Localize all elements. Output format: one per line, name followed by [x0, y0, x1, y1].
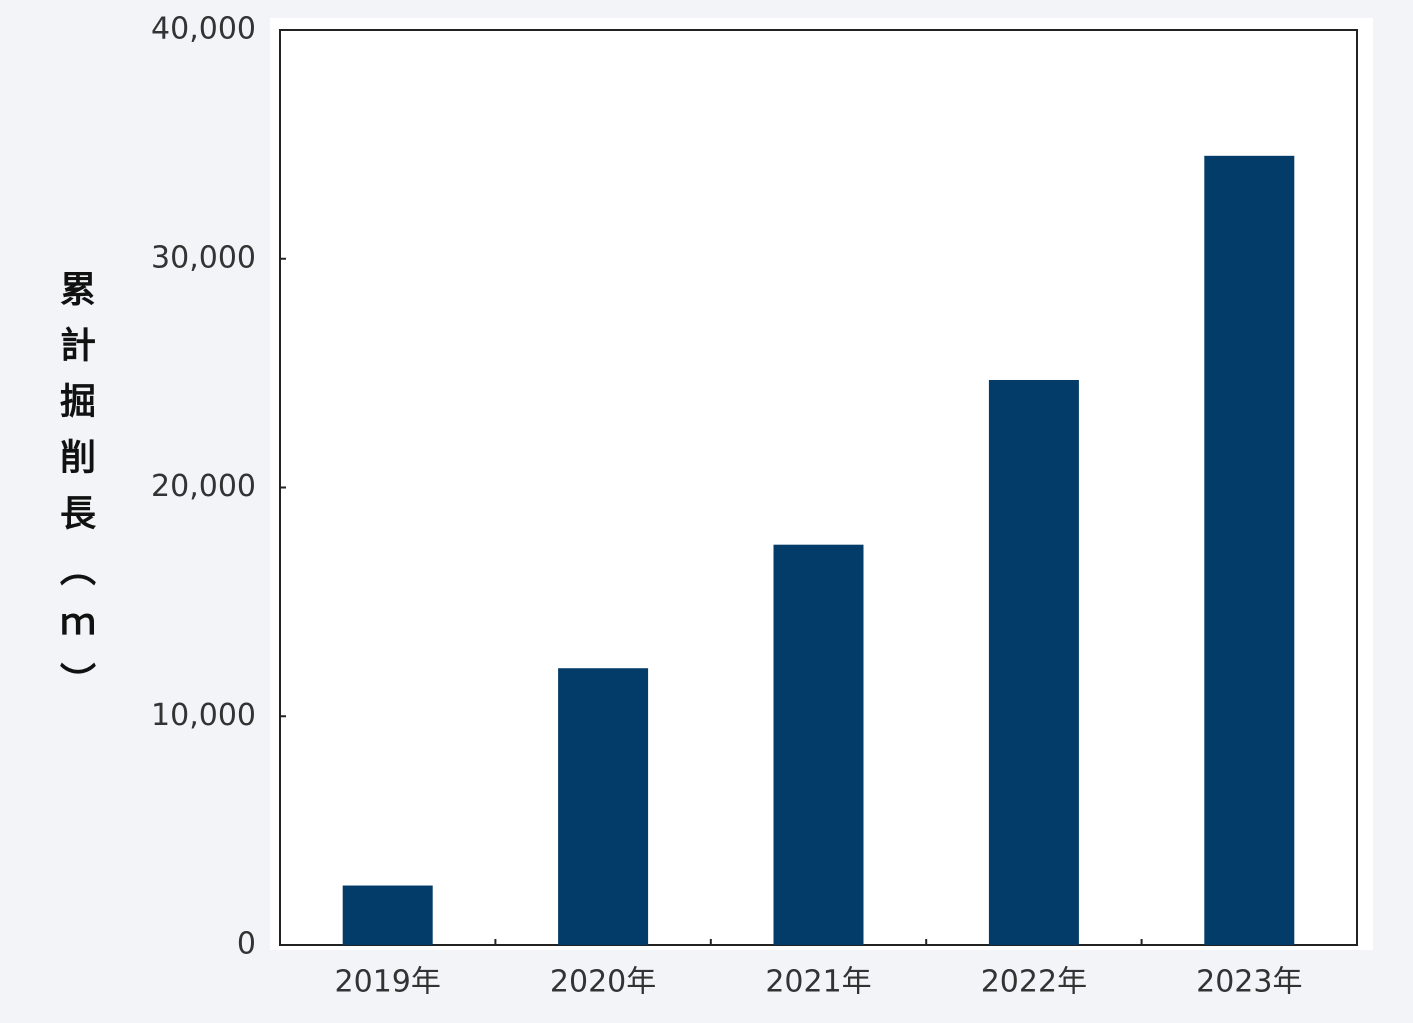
bar [1204, 155, 1295, 945]
bar [988, 379, 1079, 945]
x-tick-label: 2021年 [765, 965, 871, 1000]
x-tick-label: 2023年 [1196, 965, 1302, 1000]
y-tick-label: 20,000 [151, 469, 256, 504]
y-tick-label: 30,000 [151, 240, 256, 275]
y-tick-label: 40,000 [151, 12, 256, 47]
x-tick-label: 2022年 [981, 965, 1087, 1000]
y-axis-label: 累計掘削長（ｍ） [54, 270, 95, 718]
bar [342, 885, 433, 945]
x-tick-label: 2019年 [335, 965, 441, 1000]
bar [558, 668, 649, 945]
y-tick-label: 10,000 [151, 698, 256, 733]
x-tick-label: 2020年 [550, 965, 656, 1000]
y-tick-label: 0 [237, 927, 256, 962]
bar [773, 544, 864, 945]
